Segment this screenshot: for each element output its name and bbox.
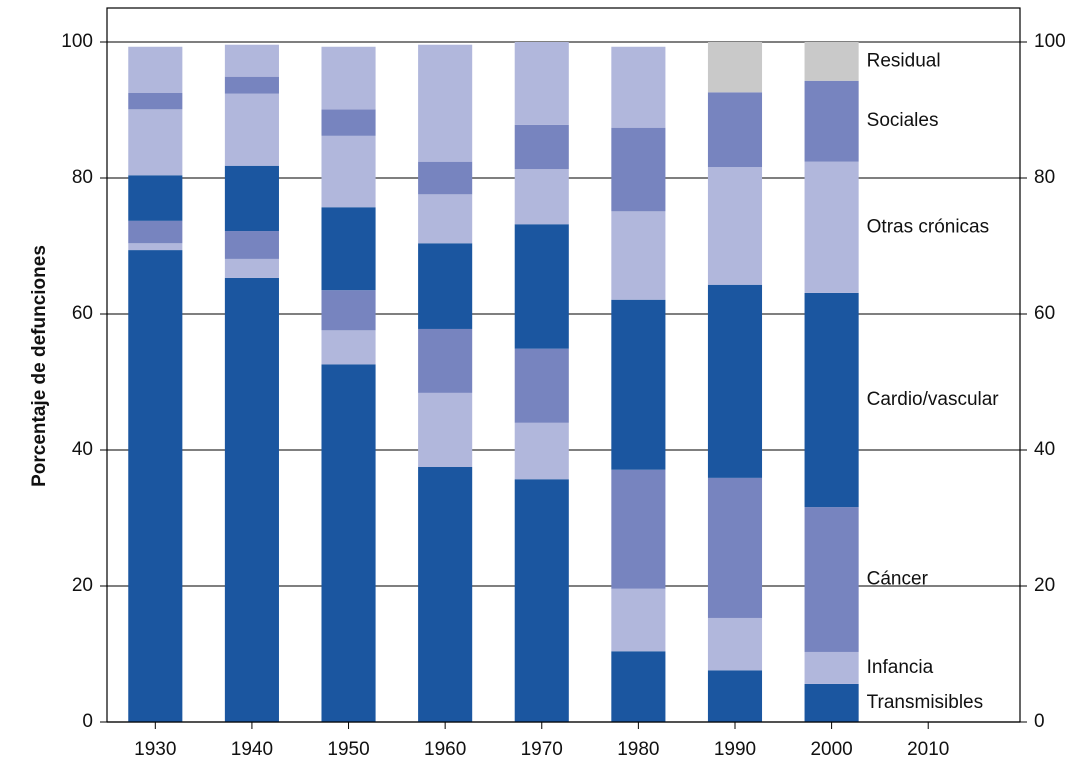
bar-segment bbox=[804, 80, 859, 162]
bar-segment bbox=[224, 277, 279, 722]
y2-tick-label: 80 bbox=[1034, 167, 1055, 188]
bar-segment bbox=[418, 243, 473, 329]
bar-segment bbox=[514, 42, 569, 125]
bar-segment bbox=[707, 42, 763, 93]
y-tick-label: 100 bbox=[61, 31, 93, 52]
bar-segment bbox=[128, 243, 183, 251]
bar-segment bbox=[611, 651, 666, 722]
bar-segment bbox=[611, 299, 666, 470]
bar-segment bbox=[611, 46, 666, 128]
bar-segment bbox=[804, 651, 859, 684]
bar-segment bbox=[514, 422, 569, 480]
y-tick-label: 20 bbox=[72, 575, 93, 596]
x-tick-label: 1990 bbox=[714, 739, 756, 760]
bar-segment bbox=[321, 109, 376, 136]
bar-segment bbox=[707, 92, 763, 168]
series-label: Infancia bbox=[867, 657, 934, 678]
bar-segment bbox=[418, 161, 473, 195]
x-tick-label: 1980 bbox=[617, 739, 659, 760]
y-tick-label: 40 bbox=[72, 439, 93, 460]
y-axis-label: Porcentaje de defunciones bbox=[29, 245, 50, 487]
bar-segment bbox=[514, 224, 569, 349]
bar-segment bbox=[418, 392, 473, 467]
y2-tick-label: 0 bbox=[1034, 711, 1045, 732]
bar-segment bbox=[224, 93, 279, 166]
bar-segment bbox=[321, 364, 376, 722]
bar-segment bbox=[707, 477, 763, 618]
bar-segment bbox=[128, 250, 183, 722]
y-tick-label: 60 bbox=[72, 303, 93, 324]
bar-segment bbox=[804, 292, 859, 508]
x-tick-label: 1940 bbox=[231, 739, 273, 760]
series-label: Cardio/vascular bbox=[867, 389, 1000, 410]
bar-segment bbox=[611, 469, 666, 589]
plot-frame bbox=[106, 7, 1021, 723]
series-label: Sociales bbox=[867, 110, 939, 131]
bar-segment bbox=[804, 161, 859, 293]
y2-tick-label: 20 bbox=[1034, 575, 1055, 596]
bar-segment bbox=[321, 207, 376, 291]
bar-segment bbox=[707, 167, 763, 285]
x-tick-label: 2010 bbox=[907, 739, 949, 760]
bar-segment bbox=[321, 330, 376, 365]
y2-tick-label: 100 bbox=[1034, 31, 1066, 52]
bar-segment bbox=[514, 348, 569, 423]
bar-segment bbox=[128, 93, 183, 110]
y2-tick-label: 40 bbox=[1034, 439, 1055, 460]
y2-tick-label: 60 bbox=[1034, 303, 1055, 324]
bar-segment bbox=[804, 683, 859, 722]
series-label: Residual bbox=[867, 50, 941, 71]
bar-segment bbox=[804, 507, 859, 652]
bar-segment bbox=[321, 135, 376, 208]
bar-segment bbox=[321, 290, 376, 331]
bar-segment bbox=[128, 46, 183, 93]
bar-segment bbox=[224, 258, 279, 278]
y-tick-label: 80 bbox=[72, 167, 93, 188]
bar-segment bbox=[224, 231, 279, 259]
x-tick-label: 1930 bbox=[134, 739, 176, 760]
bar-segment bbox=[128, 220, 183, 244]
bar-segment bbox=[611, 588, 666, 652]
x-tick-label: 1960 bbox=[424, 739, 466, 760]
x-tick-label: 1950 bbox=[327, 739, 369, 760]
bar-segment bbox=[321, 46, 376, 110]
bar-segment bbox=[128, 175, 183, 221]
y-tick-label: 0 bbox=[82, 711, 93, 732]
bar-segment bbox=[707, 670, 763, 722]
bar-segment bbox=[611, 127, 666, 212]
bar-segment bbox=[707, 617, 763, 671]
bar-segment bbox=[418, 194, 473, 244]
bar-segment bbox=[707, 284, 763, 478]
bar-segment bbox=[514, 169, 569, 225]
bar-segment bbox=[611, 211, 666, 300]
x-tick-label: 1970 bbox=[521, 739, 563, 760]
bar-segment bbox=[418, 467, 473, 722]
series-label: Otras crónicas bbox=[867, 216, 989, 237]
bar-segment bbox=[804, 42, 859, 81]
bar-segment bbox=[128, 109, 183, 176]
bar-segment bbox=[418, 328, 473, 393]
series-label: Transmisibles bbox=[867, 692, 984, 713]
bar-segment bbox=[514, 124, 569, 170]
series-label: Cáncer bbox=[867, 569, 929, 590]
bar-segment bbox=[224, 44, 279, 77]
bar-segment bbox=[224, 76, 279, 94]
bar-segment bbox=[418, 44, 473, 162]
x-tick-label: 2000 bbox=[810, 739, 852, 760]
bar-segment bbox=[224, 165, 279, 232]
bar-segment bbox=[514, 479, 569, 722]
